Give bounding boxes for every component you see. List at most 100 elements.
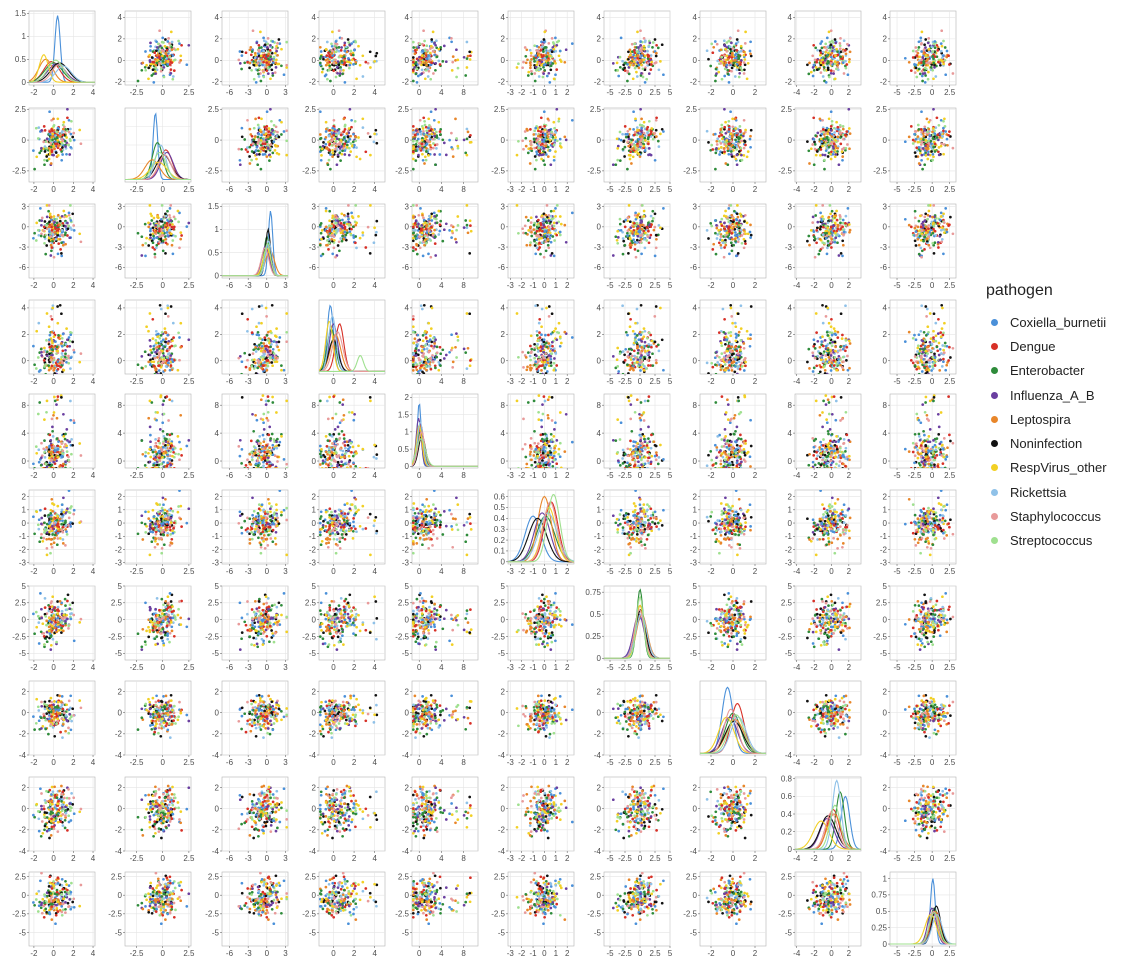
- scatter-point: [637, 46, 640, 49]
- scatter-point: [269, 77, 272, 81]
- scatter-point: [651, 46, 654, 49]
- scatter-point: [435, 214, 439, 217]
- scatter-point: [920, 158, 923, 162]
- scatter-point: [534, 126, 538, 130]
- scatter-point: [412, 129, 415, 132]
- scatter-point: [327, 68, 331, 72]
- scatter-point: [345, 228, 349, 232]
- scatter-point: [341, 149, 344, 153]
- panel-marks: [29, 15, 95, 83]
- scatter-point: [435, 55, 439, 59]
- scatter-point: [829, 142, 833, 145]
- scatter-point: [629, 150, 632, 154]
- scatter-point: [423, 155, 427, 159]
- scatter-point: [425, 142, 429, 146]
- scatter-point: [649, 132, 653, 136]
- scatter-point: [735, 145, 739, 148]
- x-tick-label: 2: [847, 185, 852, 194]
- scatter-point: [542, 140, 545, 144]
- scatter-point: [149, 212, 153, 216]
- scatter-point: [838, 123, 842, 127]
- y-tick-label: 0: [22, 223, 27, 232]
- scatter-point: [838, 44, 842, 48]
- scatter-point: [435, 143, 439, 146]
- scatter-point: [645, 77, 649, 81]
- scatter-point: [816, 131, 820, 135]
- scatter-point: [412, 69, 415, 72]
- scatter-point: [538, 150, 542, 154]
- scatter-point: [725, 138, 729, 142]
- scatter-point: [822, 130, 825, 134]
- scatter-point: [839, 50, 843, 54]
- scatter-point: [937, 123, 941, 127]
- panel-marks: [319, 29, 379, 84]
- scatter-point: [530, 72, 534, 76]
- scatter-point: [429, 58, 433, 62]
- scatter-point: [328, 64, 332, 68]
- scatter-point: [655, 43, 658, 47]
- scatter-point: [734, 53, 737, 57]
- scatter-point: [730, 56, 734, 59]
- scatter-point: [334, 231, 338, 235]
- x-tick-label: 0: [331, 281, 336, 290]
- scatter-point: [468, 252, 472, 255]
- scatter-point: [339, 138, 343, 142]
- scatter-point: [553, 59, 556, 63]
- scatter-point: [345, 231, 349, 235]
- scatter-point: [723, 150, 726, 154]
- scatter-point: [346, 135, 350, 139]
- scatter-point: [737, 57, 741, 60]
- scatter-point: [171, 239, 175, 242]
- scatter-point: [552, 155, 556, 159]
- x-tick-label: 2.5: [183, 88, 195, 97]
- scatter-point: [627, 57, 630, 61]
- scatter-point: [653, 132, 657, 135]
- scatter-point: [350, 215, 354, 218]
- scatter-point: [251, 142, 255, 146]
- x-tick-label: 4: [372, 88, 377, 97]
- scatter-point: [265, 69, 269, 72]
- scatter-point: [373, 132, 376, 136]
- scatter-point: [158, 235, 162, 238]
- scatter-point: [438, 229, 442, 233]
- scatter-point: [740, 139, 744, 143]
- scatter-point: [52, 123, 56, 127]
- scatter-point: [334, 50, 338, 54]
- scatter-point: [45, 215, 49, 219]
- scatter-point: [425, 146, 428, 150]
- scatter-point: [713, 132, 717, 136]
- scatter-point: [249, 45, 253, 49]
- scatter-point: [536, 134, 540, 138]
- scatter-point: [522, 60, 525, 64]
- scatter-point: [517, 139, 520, 143]
- scatter-point: [325, 54, 329, 57]
- scatter-point: [619, 138, 623, 142]
- scatter-point: [628, 63, 632, 67]
- scatter-point: [546, 117, 550, 121]
- scatter-point: [40, 129, 44, 132]
- scatter-point: [616, 158, 620, 162]
- scatter-point: [730, 153, 733, 156]
- scatter-point: [836, 150, 839, 153]
- scatter-point: [655, 51, 658, 55]
- scatter-point: [942, 119, 945, 123]
- scatter-point: [539, 133, 543, 137]
- x-tick-label: -1: [529, 185, 537, 194]
- scatter-point: [52, 117, 55, 121]
- scatter-point: [926, 130, 929, 134]
- scatter-point: [62, 209, 66, 213]
- scatter-point: [916, 48, 920, 52]
- scatter-point: [825, 36, 829, 40]
- scatter-point: [813, 58, 817, 62]
- scatter-point: [526, 151, 530, 155]
- scatter-point: [285, 66, 288, 69]
- scatter-point: [240, 135, 244, 139]
- scatter-point: [715, 143, 719, 146]
- scatter-point: [169, 232, 173, 236]
- scatter-point: [430, 132, 434, 136]
- scatter-point: [630, 42, 634, 46]
- scatter-point: [59, 148, 62, 151]
- scatter-point: [330, 135, 334, 138]
- scatter-point: [811, 54, 815, 58]
- scatter-point: [465, 137, 469, 141]
